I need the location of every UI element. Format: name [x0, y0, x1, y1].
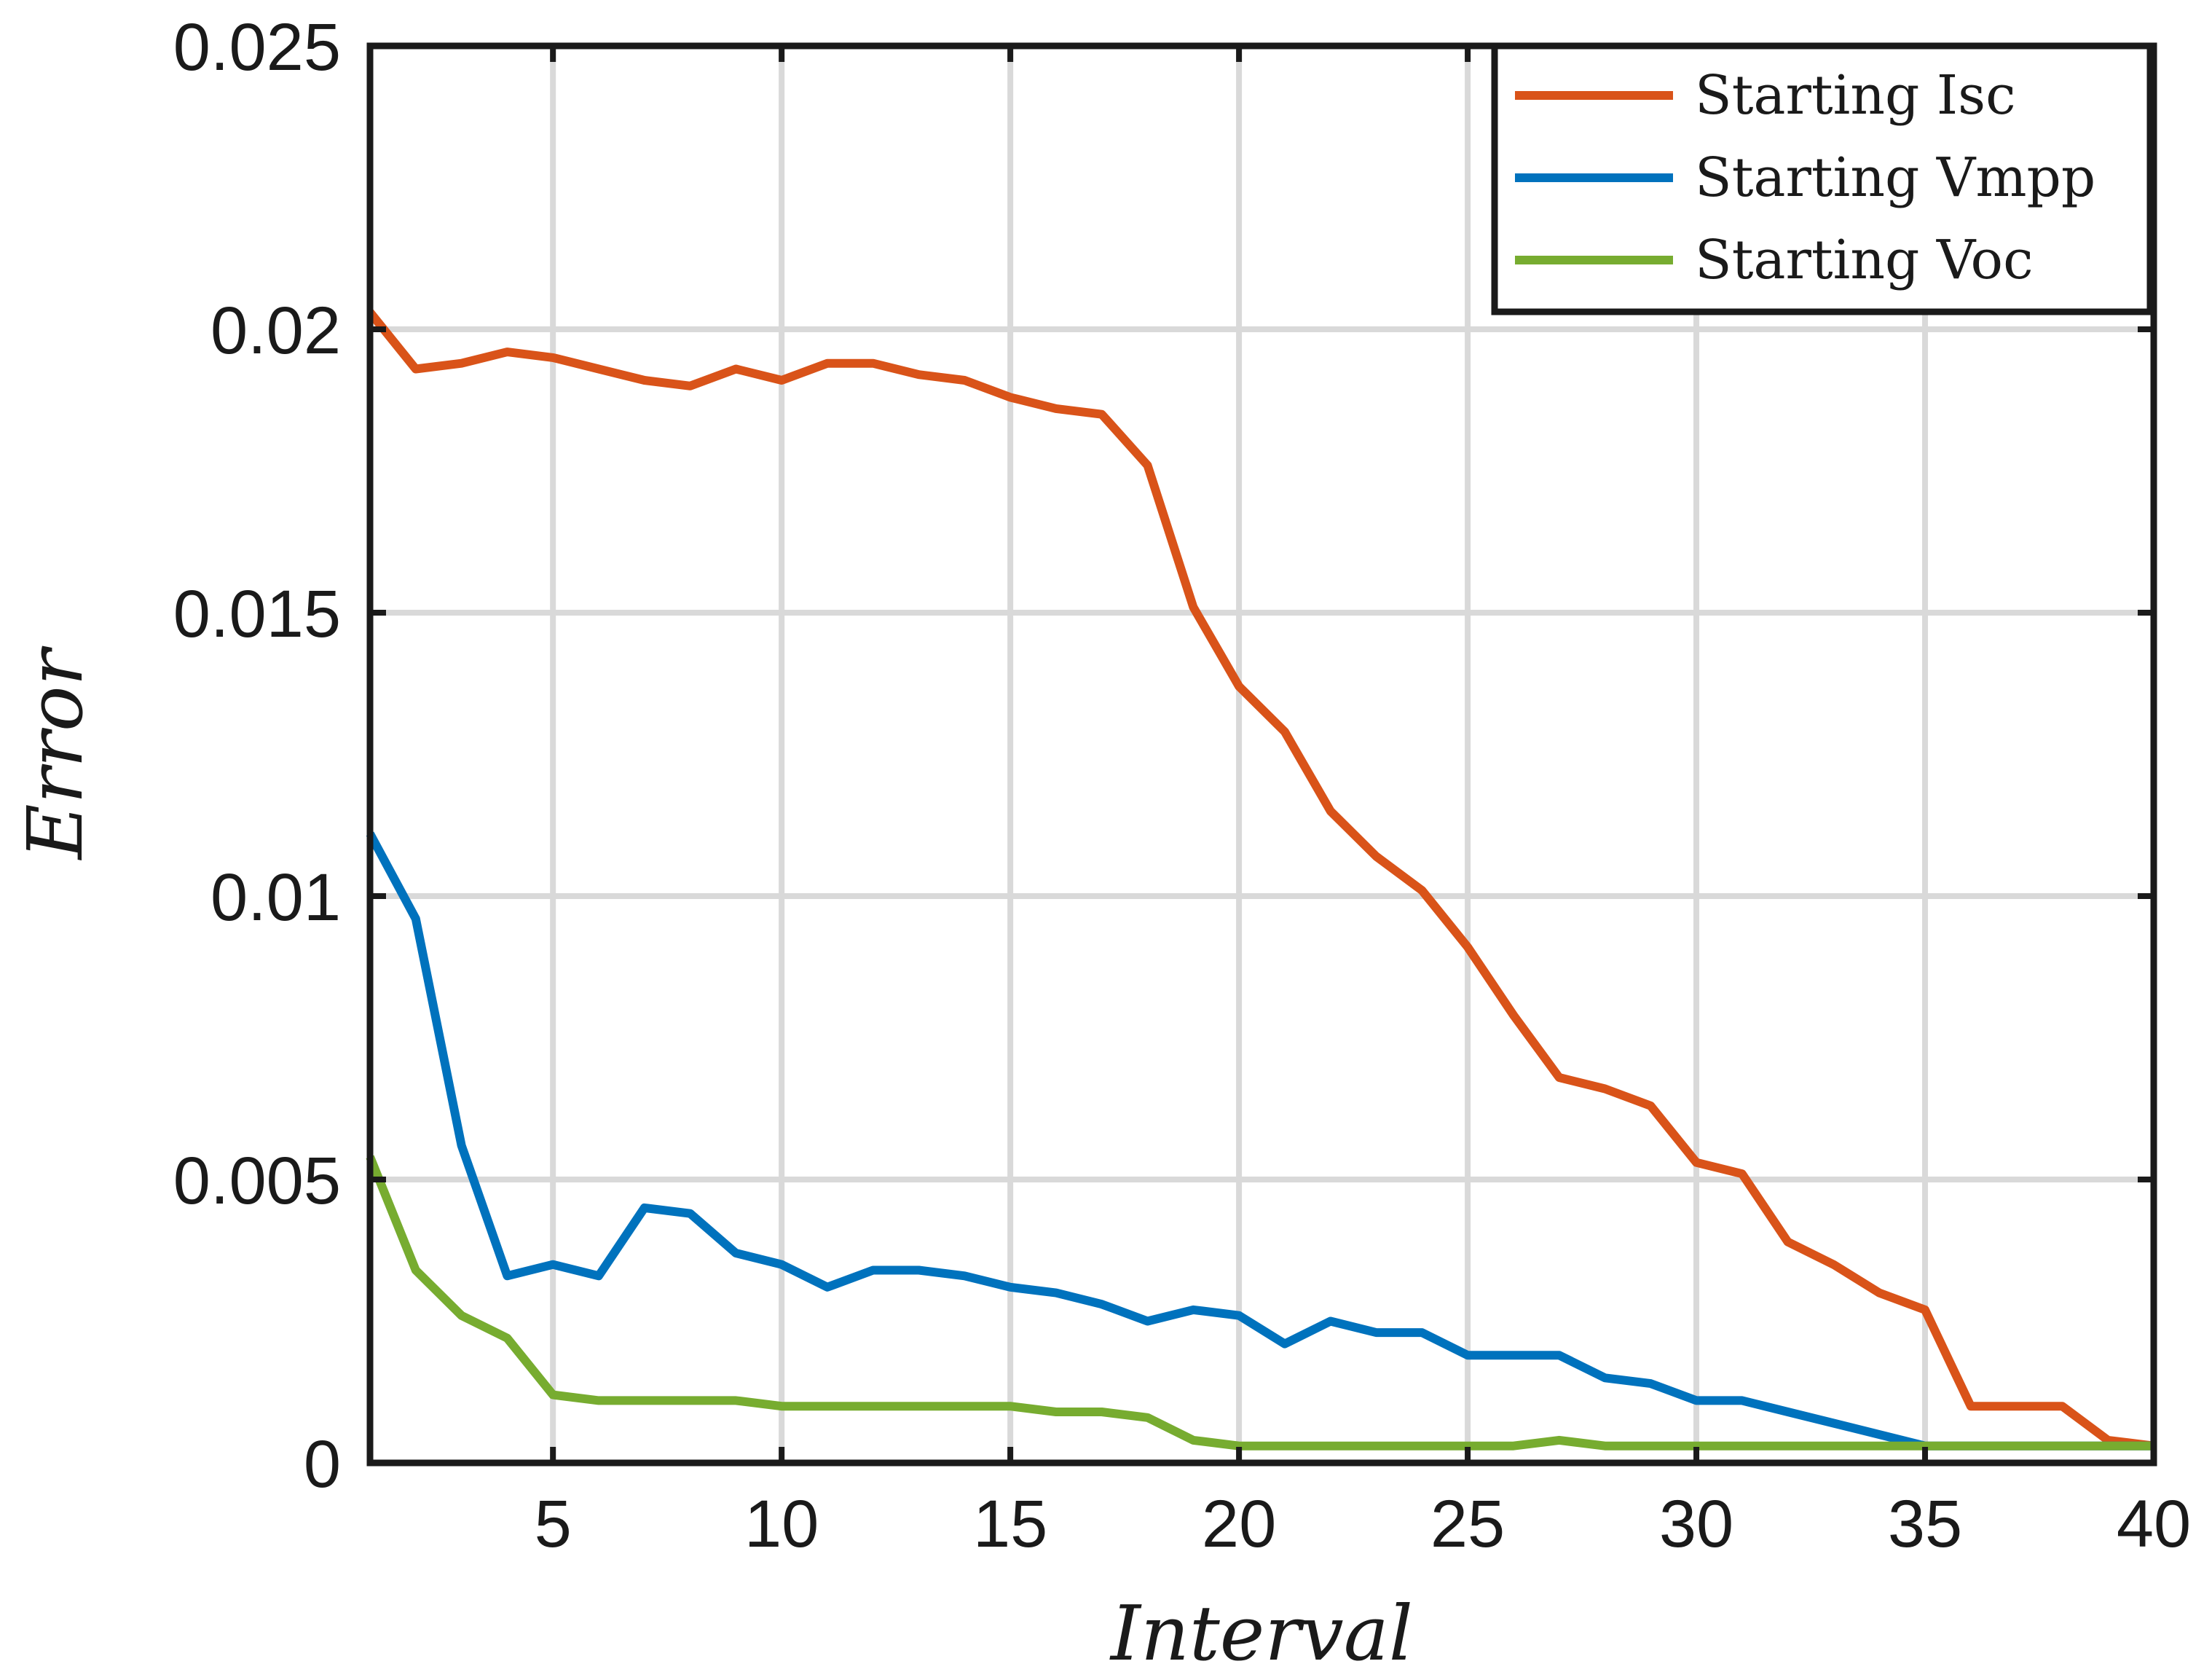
y-tick-label: 0.01 — [210, 860, 341, 935]
y-tick-label: 0.005 — [173, 1144, 341, 1218]
legend-label: Starting Isc — [1695, 64, 2016, 127]
y-tick-label: 0.015 — [173, 577, 341, 651]
tick-labels: 5 10 15 20 25 30 35 40 0 0.005 0.01 0.015 0.02 0.025 — [173, 10, 2191, 1561]
x-tick-label: 5 — [535, 1487, 572, 1561]
legend-label: Starting Vmpp — [1695, 146, 2095, 209]
y-tick-label: 0 — [304, 1427, 341, 1502]
legend-label: Starting Voc — [1695, 229, 2034, 291]
x-tick-label: 25 — [1430, 1487, 1505, 1561]
series-line-1 — [366, 309, 2154, 1451]
x-tick-label: 30 — [1659, 1487, 1733, 1561]
ticks — [370, 43, 2157, 1466]
x-tick-label: 35 — [1888, 1487, 1962, 1561]
plot-frame — [366, 42, 2157, 1467]
series-line-3 — [366, 1155, 2154, 1451]
y-axis-title: Error — [11, 645, 100, 860]
series-line-2 — [366, 831, 2154, 1451]
series-group — [366, 309, 2154, 1451]
x-tick-label: 40 — [2117, 1487, 2191, 1561]
x-tick-label: 10 — [744, 1487, 819, 1561]
legend: Starting Isc Starting Vmpp Starting Voc — [1491, 42, 2154, 315]
y-tick-label: 0.02 — [210, 294, 341, 368]
x-tick-label: 20 — [1202, 1487, 1276, 1561]
x-tick-label: 15 — [973, 1487, 1047, 1561]
x-axis-title: Interval — [1109, 1589, 1413, 1678]
y-tick-label: 0.025 — [173, 10, 341, 85]
